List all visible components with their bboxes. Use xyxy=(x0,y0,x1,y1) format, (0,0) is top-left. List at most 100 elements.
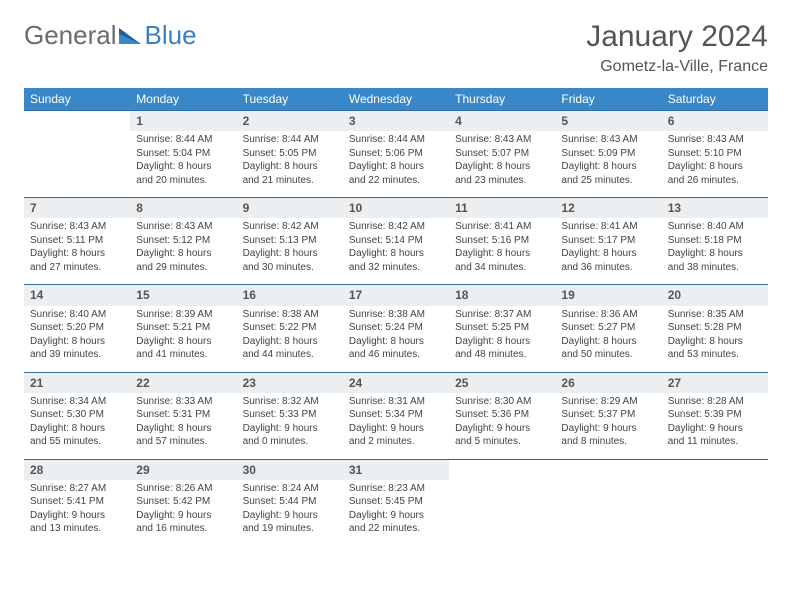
day-cell: Sunrise: 8:43 AMSunset: 5:10 PMDaylight:… xyxy=(662,131,768,198)
day-number: 24 xyxy=(343,372,449,393)
day-content-row: Sunrise: 8:43 AMSunset: 5:11 PMDaylight:… xyxy=(24,218,768,285)
day-cell: Sunrise: 8:35 AMSunset: 5:28 PMDaylight:… xyxy=(662,306,768,373)
day-cell xyxy=(555,480,661,546)
sunrise-text: Sunrise: 8:38 AM xyxy=(243,308,337,322)
calendar-table: SundayMondayTuesdayWednesdayThursdayFrid… xyxy=(24,88,768,546)
day-number: 25 xyxy=(449,372,555,393)
sunrise-text: Sunrise: 8:31 AM xyxy=(349,395,443,409)
sunset-text: Sunset: 5:44 PM xyxy=(243,495,337,509)
day-number: 18 xyxy=(449,285,555,306)
day-cell: Sunrise: 8:39 AMSunset: 5:21 PMDaylight:… xyxy=(130,306,236,373)
day-number: 29 xyxy=(130,459,236,480)
weekday-header: Thursday xyxy=(449,88,555,111)
day-cell xyxy=(662,480,768,546)
day-number: 14 xyxy=(24,285,130,306)
sunset-text: Sunset: 5:11 PM xyxy=(30,234,124,248)
weekday-header: Tuesday xyxy=(237,88,343,111)
day-number: 1 xyxy=(130,111,236,132)
sunrise-text: Sunrise: 8:37 AM xyxy=(455,308,549,322)
day-number: 23 xyxy=(237,372,343,393)
sunset-text: Sunset: 5:33 PM xyxy=(243,408,337,422)
day-cell: Sunrise: 8:40 AMSunset: 5:18 PMDaylight:… xyxy=(662,218,768,285)
day-number: 3 xyxy=(343,111,449,132)
daylight-text: Daylight: 9 hours and 2 minutes. xyxy=(349,422,443,449)
weekday-header: Friday xyxy=(555,88,661,111)
sunrise-text: Sunrise: 8:43 AM xyxy=(561,133,655,147)
sunset-text: Sunset: 5:37 PM xyxy=(561,408,655,422)
logo: General Blue xyxy=(24,20,197,51)
flag-icon xyxy=(119,26,143,46)
daylight-text: Daylight: 8 hours and 41 minutes. xyxy=(136,335,230,362)
sunset-text: Sunset: 5:25 PM xyxy=(455,321,549,335)
day-number: 2 xyxy=(237,111,343,132)
day-number: 7 xyxy=(24,198,130,219)
day-number: 8 xyxy=(130,198,236,219)
sunset-text: Sunset: 5:16 PM xyxy=(455,234,549,248)
weekday-header: Sunday xyxy=(24,88,130,111)
sunset-text: Sunset: 5:18 PM xyxy=(668,234,762,248)
daylight-text: Daylight: 8 hours and 39 minutes. xyxy=(30,335,124,362)
logo-text-1: General xyxy=(24,20,117,51)
day-number: 26 xyxy=(555,372,661,393)
sunrise-text: Sunrise: 8:39 AM xyxy=(136,308,230,322)
sunset-text: Sunset: 5:13 PM xyxy=(243,234,337,248)
month-title: January 2024 xyxy=(586,20,768,54)
daylight-text: Daylight: 9 hours and 22 minutes. xyxy=(349,509,443,536)
day-cell: Sunrise: 8:32 AMSunset: 5:33 PMDaylight:… xyxy=(237,393,343,460)
daylight-text: Daylight: 8 hours and 30 minutes. xyxy=(243,247,337,274)
day-cell: Sunrise: 8:30 AMSunset: 5:36 PMDaylight:… xyxy=(449,393,555,460)
day-number: 20 xyxy=(662,285,768,306)
day-number: 15 xyxy=(130,285,236,306)
sunset-text: Sunset: 5:30 PM xyxy=(30,408,124,422)
day-number: 17 xyxy=(343,285,449,306)
sunrise-text: Sunrise: 8:30 AM xyxy=(455,395,549,409)
day-number: 31 xyxy=(343,459,449,480)
day-cell: Sunrise: 8:44 AMSunset: 5:06 PMDaylight:… xyxy=(343,131,449,198)
day-number: 16 xyxy=(237,285,343,306)
day-cell: Sunrise: 8:41 AMSunset: 5:17 PMDaylight:… xyxy=(555,218,661,285)
sunset-text: Sunset: 5:36 PM xyxy=(455,408,549,422)
daylight-text: Daylight: 8 hours and 36 minutes. xyxy=(561,247,655,274)
day-number: 11 xyxy=(449,198,555,219)
daylight-text: Daylight: 8 hours and 23 minutes. xyxy=(455,160,549,187)
sunset-text: Sunset: 5:09 PM xyxy=(561,147,655,161)
day-number-row: 78910111213 xyxy=(24,198,768,219)
day-cell xyxy=(24,131,130,198)
header: General Blue January 2024 Gometz-la-Vill… xyxy=(24,20,768,76)
daylight-text: Daylight: 8 hours and 38 minutes. xyxy=(668,247,762,274)
weekday-header: Monday xyxy=(130,88,236,111)
day-number: 4 xyxy=(449,111,555,132)
daylight-text: Daylight: 8 hours and 34 minutes. xyxy=(455,247,549,274)
sunrise-text: Sunrise: 8:29 AM xyxy=(561,395,655,409)
daylight-text: Daylight: 8 hours and 27 minutes. xyxy=(30,247,124,274)
day-cell: Sunrise: 8:24 AMSunset: 5:44 PMDaylight:… xyxy=(237,480,343,546)
daylight-text: Daylight: 8 hours and 44 minutes. xyxy=(243,335,337,362)
day-cell: Sunrise: 8:38 AMSunset: 5:22 PMDaylight:… xyxy=(237,306,343,373)
sunset-text: Sunset: 5:06 PM xyxy=(349,147,443,161)
weekday-header: Saturday xyxy=(662,88,768,111)
day-cell: Sunrise: 8:41 AMSunset: 5:16 PMDaylight:… xyxy=(449,218,555,285)
day-number: 21 xyxy=(24,372,130,393)
day-number: 13 xyxy=(662,198,768,219)
daylight-text: Daylight: 8 hours and 22 minutes. xyxy=(349,160,443,187)
sunrise-text: Sunrise: 8:38 AM xyxy=(349,308,443,322)
sunrise-text: Sunrise: 8:43 AM xyxy=(136,220,230,234)
sunrise-text: Sunrise: 8:44 AM xyxy=(136,133,230,147)
day-content-row: Sunrise: 8:34 AMSunset: 5:30 PMDaylight:… xyxy=(24,393,768,460)
sunset-text: Sunset: 5:42 PM xyxy=(136,495,230,509)
sunrise-text: Sunrise: 8:40 AM xyxy=(668,220,762,234)
sunrise-text: Sunrise: 8:32 AM xyxy=(243,395,337,409)
day-number: 12 xyxy=(555,198,661,219)
daylight-text: Daylight: 8 hours and 55 minutes. xyxy=(30,422,124,449)
daylight-text: Daylight: 8 hours and 25 minutes. xyxy=(561,160,655,187)
sunset-text: Sunset: 5:14 PM xyxy=(349,234,443,248)
sunset-text: Sunset: 5:39 PM xyxy=(668,408,762,422)
day-number: 30 xyxy=(237,459,343,480)
sunrise-text: Sunrise: 8:43 AM xyxy=(668,133,762,147)
daylight-text: Daylight: 9 hours and 5 minutes. xyxy=(455,422,549,449)
daylight-text: Daylight: 8 hours and 20 minutes. xyxy=(136,160,230,187)
daylight-text: Daylight: 8 hours and 57 minutes. xyxy=(136,422,230,449)
sunset-text: Sunset: 5:41 PM xyxy=(30,495,124,509)
sunset-text: Sunset: 5:21 PM xyxy=(136,321,230,335)
day-cell: Sunrise: 8:44 AMSunset: 5:04 PMDaylight:… xyxy=(130,131,236,198)
